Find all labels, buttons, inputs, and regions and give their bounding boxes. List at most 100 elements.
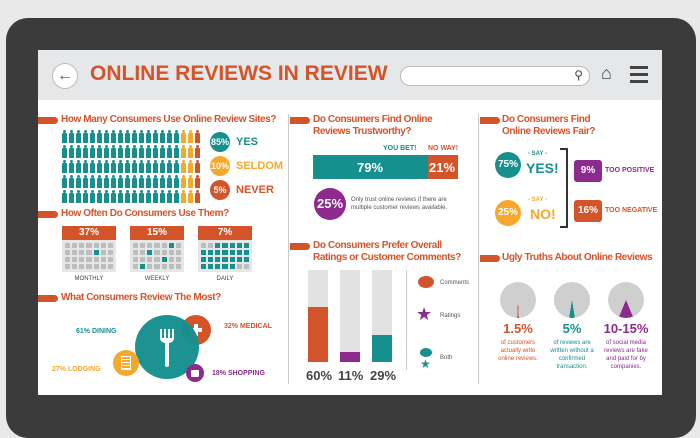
calendar-day	[201, 264, 207, 269]
person-icon	[153, 190, 158, 203]
fair-title-line: Online Reviews Fair?	[502, 126, 596, 137]
person-icon	[160, 160, 165, 173]
calendar-weekly: 15% WEEKLY	[130, 226, 184, 282]
person-icon	[125, 160, 130, 173]
calendar-day	[86, 264, 92, 269]
calendar-day	[133, 257, 139, 262]
calendar-day	[154, 257, 160, 262]
say-label: - SAY -	[528, 151, 548, 157]
person-icon	[111, 160, 116, 173]
truth-text: of reviews are written without a confirm…	[550, 340, 594, 370]
truth-pct: 5%	[562, 321, 582, 336]
fair-title: Do Consumers Find Online Reviews Fair?	[502, 114, 652, 138]
calendar-day	[86, 257, 92, 262]
menu-icon[interactable]	[630, 66, 648, 87]
person-icon	[125, 130, 130, 143]
person-icon	[174, 190, 179, 203]
star-icon: ★	[416, 304, 433, 324]
calendar-day	[161, 243, 167, 248]
calendar-day	[100, 243, 106, 248]
yes-bet-label: YOU BET!	[383, 145, 417, 152]
calendar-day	[100, 250, 106, 255]
person-icon	[139, 160, 144, 173]
lodging-circle	[113, 350, 139, 376]
multi-pct: 25%	[314, 188, 346, 220]
say-label: - SAY -	[528, 197, 548, 203]
calendar-day	[140, 264, 146, 269]
person-icon	[132, 190, 137, 203]
calendar-day	[229, 243, 235, 248]
section-tag	[290, 243, 310, 250]
person-icon	[97, 160, 102, 173]
calendar-day	[243, 257, 249, 262]
calendar-day	[208, 243, 214, 248]
calendar-day	[133, 250, 139, 255]
person-icon	[174, 175, 179, 188]
calendar-day	[168, 257, 174, 262]
person-icon	[97, 175, 102, 188]
calendar-day	[154, 250, 160, 255]
shopping-bag-icon	[191, 370, 199, 377]
calendar-day	[201, 257, 207, 262]
calendar-day	[243, 264, 249, 269]
person-icon	[167, 160, 172, 173]
calendar-day	[161, 250, 167, 255]
section-tag	[38, 211, 58, 218]
calendar-day	[215, 257, 221, 262]
trust-title: Do Consumers Find Online Reviews Trustwor…	[313, 114, 473, 138]
search-input[interactable]: ⚲	[400, 66, 590, 86]
person-icon	[181, 175, 186, 188]
person-icon	[83, 130, 88, 143]
person-icon	[146, 130, 151, 143]
calendar-day	[175, 264, 181, 269]
person-icon	[83, 160, 88, 173]
back-arrow-icon[interactable]: ←	[52, 63, 78, 89]
person-icon	[104, 160, 109, 173]
shopping-label: 18% SHOPPING	[212, 370, 265, 377]
thumbs-up-icon: 9%	[574, 160, 602, 182]
ugly-title: Ugly Truths About Online Reviews	[502, 252, 653, 263]
person-icon	[104, 145, 109, 158]
calendar-day	[229, 264, 235, 269]
person-icon	[90, 175, 95, 188]
pos-label: TOO POSITIVE	[605, 167, 655, 174]
calendar-day	[236, 257, 242, 262]
preference-bar	[340, 270, 360, 362]
calendar-day	[72, 243, 78, 248]
calendar-pct: 7%	[198, 226, 252, 240]
trust-title-line: Do Consumers Find Online	[313, 114, 433, 125]
home-icon[interactable]: ⌂	[601, 63, 612, 83]
calendar-day	[161, 257, 167, 262]
calendar-day	[208, 250, 214, 255]
person-icon	[62, 190, 67, 203]
person-icon	[118, 130, 123, 143]
calendar-day	[229, 257, 235, 262]
person-icon	[195, 190, 200, 203]
calendar-day	[236, 250, 242, 255]
person-icon	[69, 160, 74, 173]
calendar-day	[107, 243, 113, 248]
trust-yes-fill	[313, 155, 428, 179]
preference-bar	[308, 270, 328, 362]
search-icon[interactable]: ⚲	[574, 68, 583, 82]
shopping-circle	[186, 364, 204, 382]
truth-pct: 10-15%	[603, 321, 649, 336]
dining-label: 61% DINING	[76, 328, 117, 335]
calendar-day	[100, 257, 106, 262]
lodging-label: 27% LODGING	[52, 366, 101, 373]
calendar-day	[208, 264, 214, 269]
calendar-day	[93, 243, 99, 248]
person-icon	[83, 175, 88, 188]
calendar-day	[107, 264, 113, 269]
person-icon	[83, 145, 88, 158]
person-icon	[188, 160, 193, 173]
person-icon	[125, 190, 130, 203]
multi-text: Only trust online reviews if there are m…	[351, 197, 448, 211]
person-icon	[160, 190, 165, 203]
comment-bubble-icon	[420, 348, 432, 357]
yes-label: YES	[236, 136, 259, 148]
truth-text: of customers actually write online revie…	[498, 340, 538, 362]
divider	[288, 114, 289, 384]
calendar-day	[175, 250, 181, 255]
person-icon	[97, 190, 102, 203]
